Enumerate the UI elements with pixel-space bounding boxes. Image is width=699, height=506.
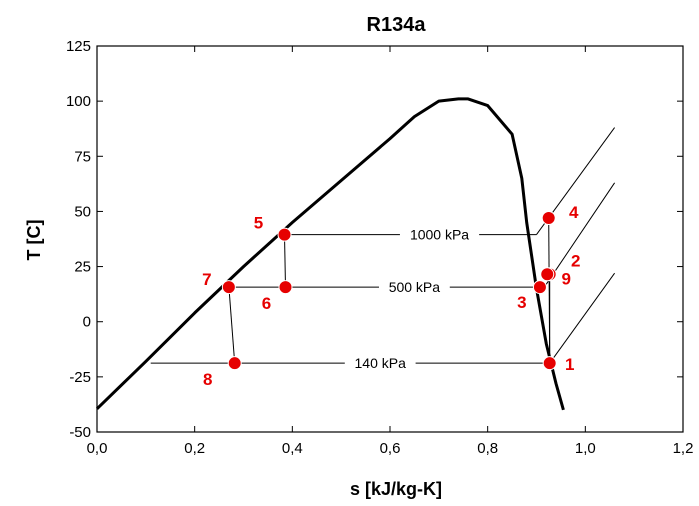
y-tick-label: 100 bbox=[66, 93, 91, 110]
y-tick-label: 125 bbox=[66, 38, 91, 55]
x-tick-label: 0,8 bbox=[477, 440, 498, 457]
x-tick-label: 1,2 bbox=[673, 440, 694, 457]
state-point-label: 3 bbox=[517, 293, 526, 312]
superheat-isobar-line bbox=[549, 272, 616, 364]
isobar-label: 140 kPa bbox=[355, 355, 407, 371]
y-tick-label: 0 bbox=[83, 314, 91, 331]
state-point-5 bbox=[277, 227, 292, 242]
isobars-group: 1000 kPa 500 kPa 140 kPa bbox=[150, 127, 616, 371]
y-tick-label: -25 bbox=[69, 369, 91, 386]
state-point-label: 9 bbox=[562, 269, 571, 288]
state-point-6 bbox=[278, 280, 293, 295]
state-point-3 bbox=[532, 280, 547, 295]
state-point-label: 7 bbox=[202, 270, 211, 289]
state-point-label: 8 bbox=[203, 370, 212, 389]
y-axis-label: T [C] bbox=[24, 220, 44, 261]
state-point-1 bbox=[542, 356, 557, 371]
state-point-7 bbox=[221, 280, 236, 295]
x-tick-label: 1,0 bbox=[575, 440, 596, 457]
state-point-label: 1 bbox=[565, 355, 574, 374]
isobar-label: 1000 kPa bbox=[410, 227, 469, 243]
x-axis-label: s [kJ/kg-K] bbox=[350, 479, 442, 499]
y-tick-label: 75 bbox=[74, 148, 91, 165]
state-point-label: 4 bbox=[569, 203, 579, 222]
x-tick-label: 0,4 bbox=[282, 440, 303, 457]
x-tick-label: 0,2 bbox=[184, 440, 205, 457]
y-tick-label: -50 bbox=[69, 424, 91, 441]
state-point-9 bbox=[540, 267, 555, 282]
state-points-group: 1 2 3 4 5 6 7 8 9 bbox=[202, 203, 580, 389]
state-point-label: 6 bbox=[262, 294, 271, 313]
state-point-label: 2 bbox=[571, 251, 580, 270]
process-line bbox=[284, 234, 286, 288]
state-point-4 bbox=[541, 211, 556, 226]
chart-title: R134a bbox=[367, 14, 427, 36]
isobar-label: 500 kPa bbox=[389, 279, 441, 295]
y-tick-label: 50 bbox=[74, 203, 91, 220]
process-line bbox=[228, 287, 236, 364]
state-point-label: 5 bbox=[254, 214, 263, 233]
state-point-8 bbox=[227, 356, 242, 371]
x-tick-label: 0,0 bbox=[87, 440, 108, 457]
plot-frame bbox=[96, 45, 684, 433]
x-tick-label: 0,6 bbox=[380, 440, 401, 457]
process-lines-group bbox=[228, 217, 551, 364]
y-tick-label: 25 bbox=[74, 259, 91, 276]
